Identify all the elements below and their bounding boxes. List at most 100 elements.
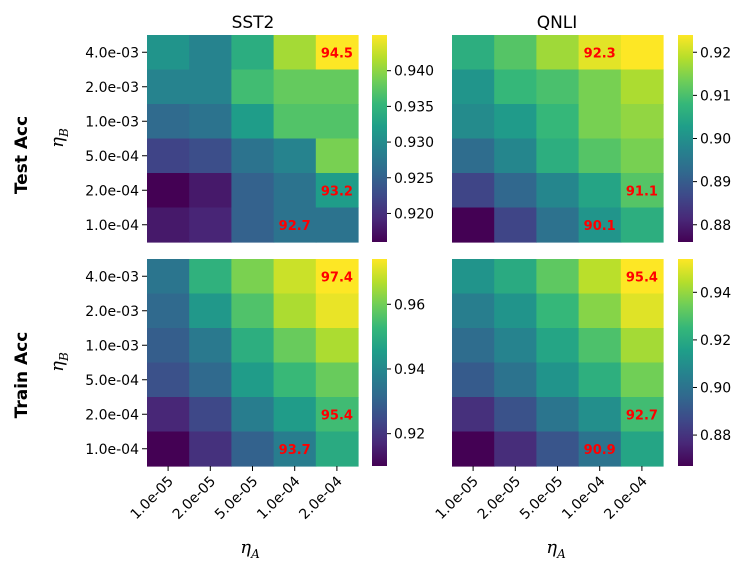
heatmap-cell [273, 69, 317, 105]
heatmap-cell [273, 259, 317, 295]
heatmap-cell [578, 293, 622, 329]
colorbar-gradient [372, 259, 387, 466]
panel-title-qnli: QNLI [537, 13, 578, 33]
heatmap-cell [273, 397, 317, 433]
heatmap-cell [452, 138, 495, 174]
heatmap-cell [620, 397, 664, 433]
colorbar-gradient [678, 35, 693, 242]
heatmap-cell [620, 431, 664, 467]
heatmap-cell [273, 138, 317, 174]
heatmap-cell [189, 207, 232, 243]
heatmap-cell [273, 35, 317, 71]
cell-annotation: 92.3 [584, 46, 616, 61]
x-axis-symbol: η [240, 537, 251, 558]
y-tick-label: 2.0e-04 [85, 407, 139, 423]
x-tick-label: 2.0e-04 [601, 473, 650, 522]
heatmap-cell [536, 173, 580, 209]
heatmap-cell [578, 259, 622, 295]
heatmap-cell [620, 69, 664, 105]
heatmap-cell [315, 207, 359, 243]
heatmap-cell [620, 259, 664, 295]
colorbar-tick-label: 0.92 [700, 333, 731, 349]
heatmap-cell [189, 69, 232, 105]
heatmap-cell [494, 207, 537, 243]
x-tick-label: 5.0e-05 [212, 474, 261, 523]
heatmap-cell [494, 104, 537, 140]
colorbar-tick-label: 0.90 [700, 132, 731, 148]
x-axis-symbol: η [546, 537, 557, 558]
heatmap-cell [578, 35, 622, 71]
colorbar-gradient [678, 259, 693, 466]
heatmap-cell [494, 259, 537, 295]
heatmap-cell [189, 328, 232, 364]
heatmap-cell [189, 397, 232, 433]
y-axis-sub: B [57, 352, 71, 362]
colorbar-tick-label: 0.88 [700, 428, 731, 444]
x-tick-label: 2.0e-04 [296, 473, 345, 522]
heatmap-cell [494, 69, 537, 105]
heatmap-cell [147, 69, 190, 105]
y-tick-label: 1.0e-03 [85, 338, 139, 354]
heatmap-cell [536, 293, 580, 329]
heatmap-cell [189, 293, 232, 329]
colorbar-tick-label: 0.920 [394, 206, 434, 222]
heatmap-cell [452, 397, 495, 433]
heatmap-cell [578, 362, 622, 398]
row-title-train-acc: Train Acc [12, 332, 32, 419]
heatmap-cell [315, 104, 359, 140]
colorbar: 0.88 0.90 0.92 0.94 [678, 259, 731, 466]
y-axis-sub: B [57, 128, 71, 138]
heatmap-cell [536, 328, 580, 364]
x-tick-label: 2.0e-05 [170, 474, 219, 523]
heatmap-cell [315, 362, 359, 398]
heatmap-cell [494, 293, 537, 329]
heatmap-cell [273, 328, 317, 364]
colorbar-tick-label: 0.940 [394, 64, 434, 80]
heatmap-cell [452, 259, 495, 295]
heatmap-cell [315, 293, 359, 329]
heatmap-cell [536, 69, 580, 105]
colorbar: 0.920 0.925 0.930 0.935 0.940 [372, 35, 434, 242]
y-tick-label: 4.0e-03 [85, 45, 139, 61]
heatmap-cell [147, 328, 190, 364]
heatmap-cell [578, 431, 622, 467]
colorbar-tick-label: 0.92 [700, 45, 731, 61]
heatmap-cell [147, 362, 190, 398]
y-axis-symbol: η [47, 361, 68, 372]
cell-annotation: 95.4 [321, 408, 353, 423]
x-tick-label: 5.0e-05 [517, 474, 566, 523]
cell-annotation: 90.1 [584, 219, 616, 234]
x-axis-label-left: ηA [240, 537, 260, 561]
cell-annotation: 91.1 [626, 184, 658, 199]
heatmap-cell [494, 328, 537, 364]
heatmap-cell [273, 104, 317, 140]
heatmap-cell [147, 293, 190, 329]
heatmap-cell [315, 138, 359, 174]
heatmap-cell [452, 69, 495, 105]
colorbar-tick-label: 0.91 [700, 88, 731, 104]
y-axis-label-top: ηB [47, 128, 71, 148]
x-tick-label: 1.0e-05 [433, 474, 482, 523]
x-axis-sub: A [250, 547, 260, 561]
heatmap-cell [147, 104, 190, 140]
heatmap-cell [494, 35, 537, 71]
x-axis-label-right: ηA [546, 537, 566, 561]
heatmap-cell [536, 138, 580, 174]
panel-title-sst2: SST2 [232, 13, 275, 33]
heatmap-cell [452, 104, 495, 140]
heatmap-cell [578, 397, 622, 433]
cell-annotation: 92.7 [279, 219, 311, 234]
colorbar: 0.92 0.94 0.96 [372, 259, 425, 466]
heatmap-cell [452, 328, 495, 364]
heatmap-cell [147, 397, 190, 433]
cell-annotation: 93.2 [321, 184, 353, 199]
y-tick-label: 2.0e-04 [85, 183, 139, 199]
heatmap-cell [452, 35, 495, 71]
colorbar-tick-label: 0.89 [700, 175, 731, 191]
cell-annotation: 97.4 [321, 270, 353, 285]
heatmap-cell [494, 431, 537, 467]
heatmap-cell [536, 35, 580, 71]
heatmap-cell [231, 35, 275, 71]
heatmap-cell [231, 69, 275, 105]
